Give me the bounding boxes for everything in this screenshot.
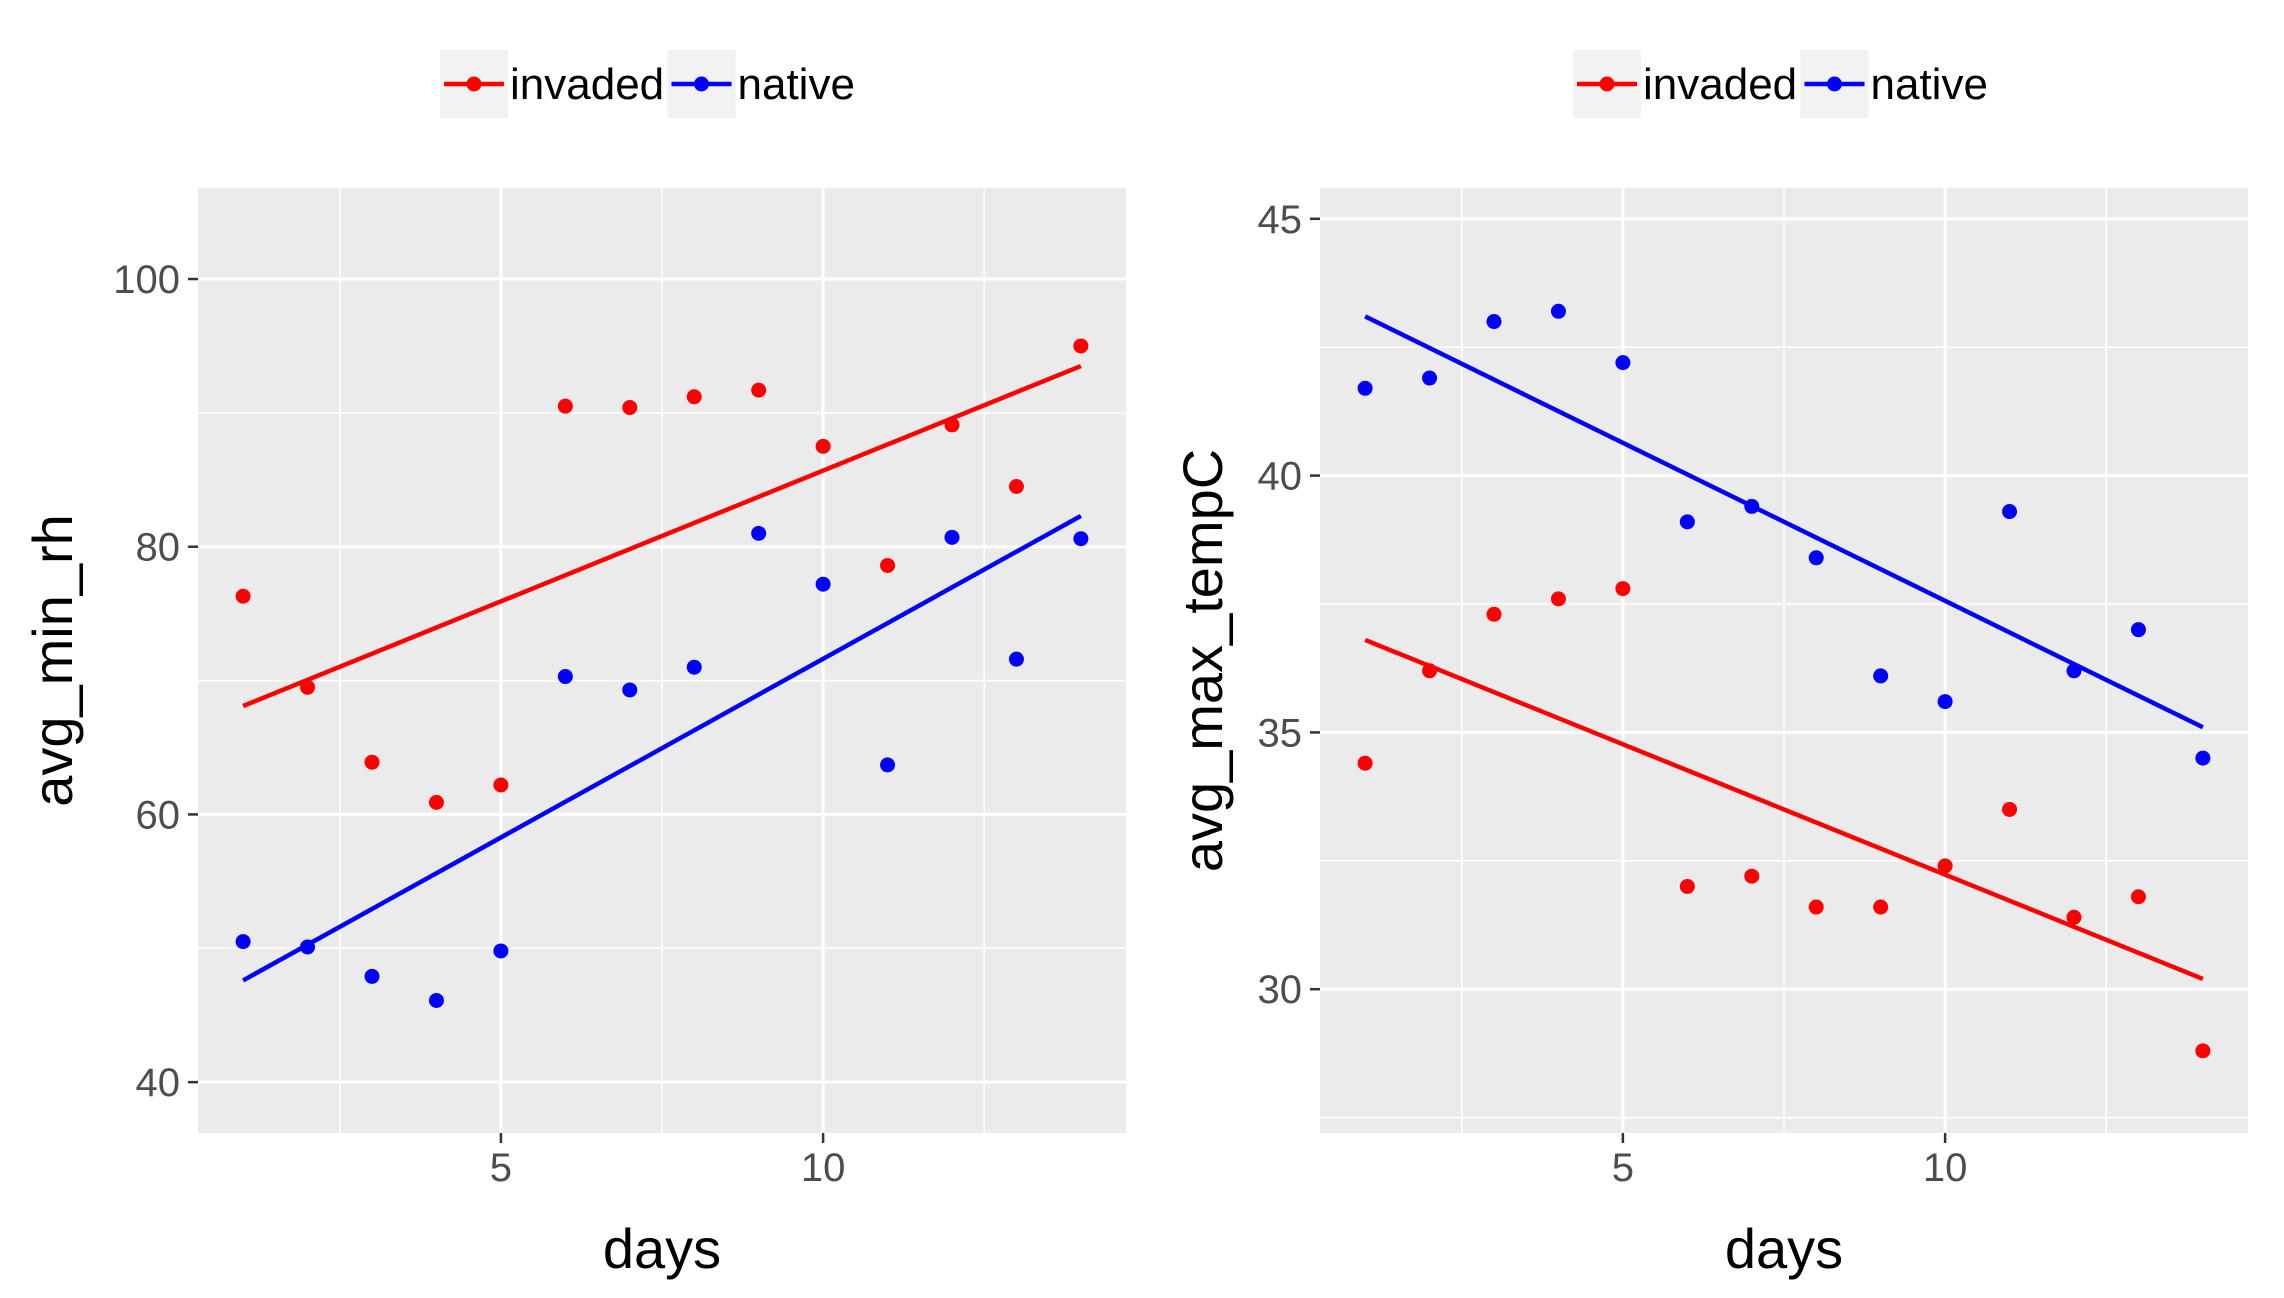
x-tick-label: 10 [1923, 1146, 1968, 1190]
data-point-invaded [428, 794, 444, 810]
data-point-native [1486, 314, 1502, 330]
y-axis-title: avg_min_rh [21, 514, 84, 807]
data-point-invaded [300, 679, 316, 695]
data-point-invaded [557, 398, 573, 414]
legend-key-point-invaded [466, 76, 482, 92]
y-tick-label: 35 [1258, 711, 1303, 755]
data-point-native [300, 939, 316, 955]
data-point-native [2195, 750, 2211, 766]
x-tick-label: 5 [1612, 1146, 1634, 1190]
data-point-native [1073, 531, 1089, 547]
legend-label-invaded: invaded [1643, 60, 1797, 109]
data-point-native [1550, 303, 1566, 319]
data-point-native [880, 757, 896, 773]
data-point-native [1679, 514, 1695, 530]
data-point-native [364, 968, 380, 984]
data-point-invaded [622, 400, 638, 416]
data-point-invaded [1744, 868, 1760, 884]
legend-label-invaded: invaded [510, 60, 664, 109]
data-point-invaded [1615, 581, 1631, 597]
data-point-native [2066, 663, 2082, 679]
data-point-native [622, 682, 638, 698]
data-point-invaded [2066, 909, 2082, 925]
y-tick-label: 60 [136, 793, 181, 837]
trend-line-invaded [242, 363, 1082, 709]
data-point-invaded [2130, 889, 2146, 905]
y-tick-label: 80 [136, 526, 181, 570]
data-point-native [1615, 355, 1631, 371]
y-tick-label: 100 [113, 258, 180, 302]
y-tick-label: 45 [1258, 198, 1303, 242]
data-point-invaded [1073, 338, 1089, 354]
data-point-native [1008, 651, 1024, 667]
data-point-native [235, 934, 251, 950]
data-point-native [2002, 504, 2018, 520]
data-point-native [1808, 550, 1824, 566]
x-tick-label: 10 [801, 1146, 846, 1190]
x-tick-label: 5 [490, 1146, 512, 1190]
data-point-invaded [1550, 591, 1566, 607]
legend-label-native: native [1871, 60, 1988, 109]
data-point-native [493, 943, 509, 959]
legend-label-native: native [738, 60, 855, 109]
data-point-invaded [1422, 663, 1438, 679]
data-point-invaded [815, 438, 831, 454]
legend: invaded native [440, 50, 855, 118]
data-point-invaded [235, 588, 251, 604]
trend-line-invaded [1364, 637, 2204, 982]
data-point-native [1937, 694, 1953, 710]
data-point-invaded [2195, 1043, 2211, 1059]
data-point-native [1422, 370, 1438, 386]
data-point-invaded [1937, 858, 1953, 874]
data-point-native [751, 525, 767, 541]
trend-line-native [1364, 314, 2204, 730]
data-point-native [2130, 622, 2146, 638]
data-point-invaded [944, 417, 960, 433]
data-point-invaded [1486, 606, 1502, 622]
y-tick-label: 40 [136, 1061, 181, 1105]
data-point-native [944, 529, 960, 545]
legend-key-point-invaded [1599, 76, 1615, 92]
data-point-native [686, 659, 702, 675]
data-point-invaded [1873, 899, 1889, 915]
data-point-native [1873, 668, 1889, 684]
y-axis-title: avg_max_tempC [1171, 449, 1234, 872]
data-point-native [1357, 380, 1373, 396]
data-point-invaded [364, 754, 380, 770]
data-point-invaded [1357, 755, 1373, 771]
data-point-native [815, 576, 831, 592]
data-point-native [557, 669, 573, 685]
panel-max-temp: 5 10 30 35 40 45 days avg_max_tempC invaded nativ… [1171, 50, 2248, 1280]
x-axis-title: days [603, 1217, 721, 1280]
data-point-invaded [1679, 878, 1695, 894]
legend: invaded native [1573, 50, 1988, 118]
data-point-invaded [686, 389, 702, 405]
data-point-invaded [1008, 478, 1024, 494]
data-point-invaded [2002, 801, 2018, 817]
legend-key-point-native [1827, 76, 1842, 92]
x-axis-title: days [1725, 1217, 1843, 1280]
data-point-native [1744, 498, 1760, 514]
panel-min-rh: 5 10 40 60 80 100 days avg_min_rh invaded native [21, 50, 1126, 1280]
legend-key-point-native [694, 76, 709, 92]
data-point-invaded [751, 382, 767, 398]
y-tick-label: 30 [1258, 968, 1303, 1012]
y-tick-label: 40 [1258, 455, 1303, 499]
trend-line-native [242, 513, 1082, 983]
data-point-invaded [493, 777, 509, 793]
data-point-invaded [880, 557, 896, 573]
data-point-invaded [1808, 899, 1824, 915]
data-point-native [428, 992, 444, 1008]
